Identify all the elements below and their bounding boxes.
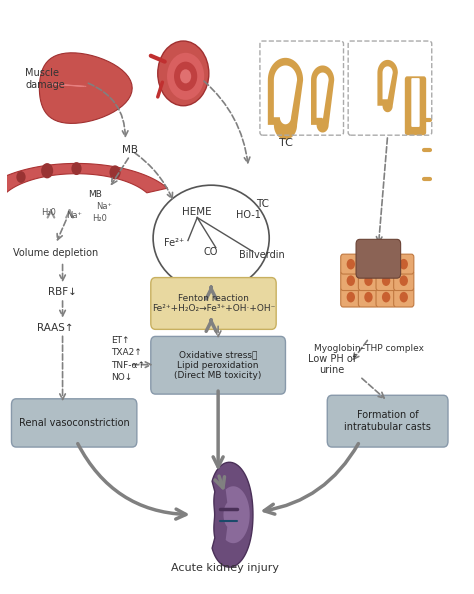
Circle shape [346,292,355,302]
Text: MB: MB [122,145,138,155]
FancyBboxPatch shape [358,271,379,290]
FancyBboxPatch shape [358,254,379,274]
Text: Fe²⁺: Fe²⁺ [164,238,184,248]
Circle shape [16,171,26,183]
Text: TC: TC [256,199,269,209]
Polygon shape [0,163,167,193]
Text: TC: TC [279,138,292,148]
Text: CO: CO [204,247,219,257]
Polygon shape [223,486,250,543]
Text: Fenton reaction
Fe²⁺+H₂O₂→Fe³⁺+OH·+OH⁻: Fenton reaction Fe²⁺+H₂O₂→Fe³⁺+OH·+OH⁻ [152,294,275,313]
Circle shape [365,276,373,286]
FancyBboxPatch shape [341,254,361,274]
Circle shape [382,292,390,302]
Text: ET↑
TXA2↑
TNF-α↑
NO↓: ET↑ TXA2↑ TNF-α↑ NO↓ [111,336,146,382]
FancyBboxPatch shape [376,254,396,274]
Text: MB: MB [88,190,102,199]
Text: H₂0: H₂0 [92,214,107,223]
FancyBboxPatch shape [394,271,414,290]
FancyBboxPatch shape [405,77,426,135]
Circle shape [174,62,197,91]
Circle shape [180,69,191,83]
Circle shape [365,292,373,302]
Polygon shape [274,65,297,124]
Circle shape [400,259,408,270]
FancyBboxPatch shape [376,287,396,307]
FancyBboxPatch shape [151,277,276,329]
Text: Volume depletion: Volume depletion [13,248,98,258]
Text: Biliverdin: Biliverdin [239,249,285,260]
Text: Oxidative stress，
Lipid peroxidation
(Direct MB toxicity): Oxidative stress， Lipid peroxidation (Di… [174,350,262,380]
Text: HO-1: HO-1 [236,210,261,220]
Text: HEME: HEME [182,207,212,217]
FancyBboxPatch shape [151,336,285,394]
Ellipse shape [153,185,269,291]
Circle shape [382,259,390,270]
Text: Muscle
damage: Muscle damage [26,68,65,90]
FancyBboxPatch shape [341,271,361,290]
Polygon shape [383,67,393,99]
FancyBboxPatch shape [356,239,401,278]
FancyBboxPatch shape [11,399,137,447]
Circle shape [346,259,355,270]
Circle shape [400,276,408,286]
FancyBboxPatch shape [376,271,396,290]
FancyBboxPatch shape [411,78,419,127]
FancyBboxPatch shape [341,287,361,307]
Polygon shape [39,53,132,124]
Text: H₂0: H₂0 [41,208,56,217]
FancyBboxPatch shape [358,287,379,307]
FancyBboxPatch shape [394,287,414,307]
Polygon shape [377,60,398,112]
Polygon shape [212,462,253,567]
Text: RAAS↑: RAAS↑ [37,323,74,333]
Circle shape [365,259,373,270]
Text: Acute kidney injury: Acute kidney injury [171,563,279,573]
Text: RBF↓: RBF↓ [48,287,77,297]
Text: Na⁺: Na⁺ [96,203,112,211]
Polygon shape [317,72,328,118]
Circle shape [346,276,355,286]
Circle shape [109,165,120,179]
Text: Na⁺: Na⁺ [66,211,82,220]
Polygon shape [268,58,303,140]
Circle shape [167,53,204,100]
Circle shape [41,163,53,178]
Polygon shape [311,65,334,132]
Text: Formation of
intratubular casts: Formation of intratubular casts [344,410,431,432]
Circle shape [382,276,390,286]
FancyBboxPatch shape [394,254,414,274]
Text: Low PH of
urine: Low PH of urine [308,354,356,375]
Text: Myoglobin–THP complex: Myoglobin–THP complex [314,344,424,353]
Circle shape [72,162,82,175]
Text: Renal vasoconstriction: Renal vasoconstriction [19,418,129,428]
FancyBboxPatch shape [327,395,448,447]
Circle shape [400,292,408,302]
Circle shape [158,41,209,106]
